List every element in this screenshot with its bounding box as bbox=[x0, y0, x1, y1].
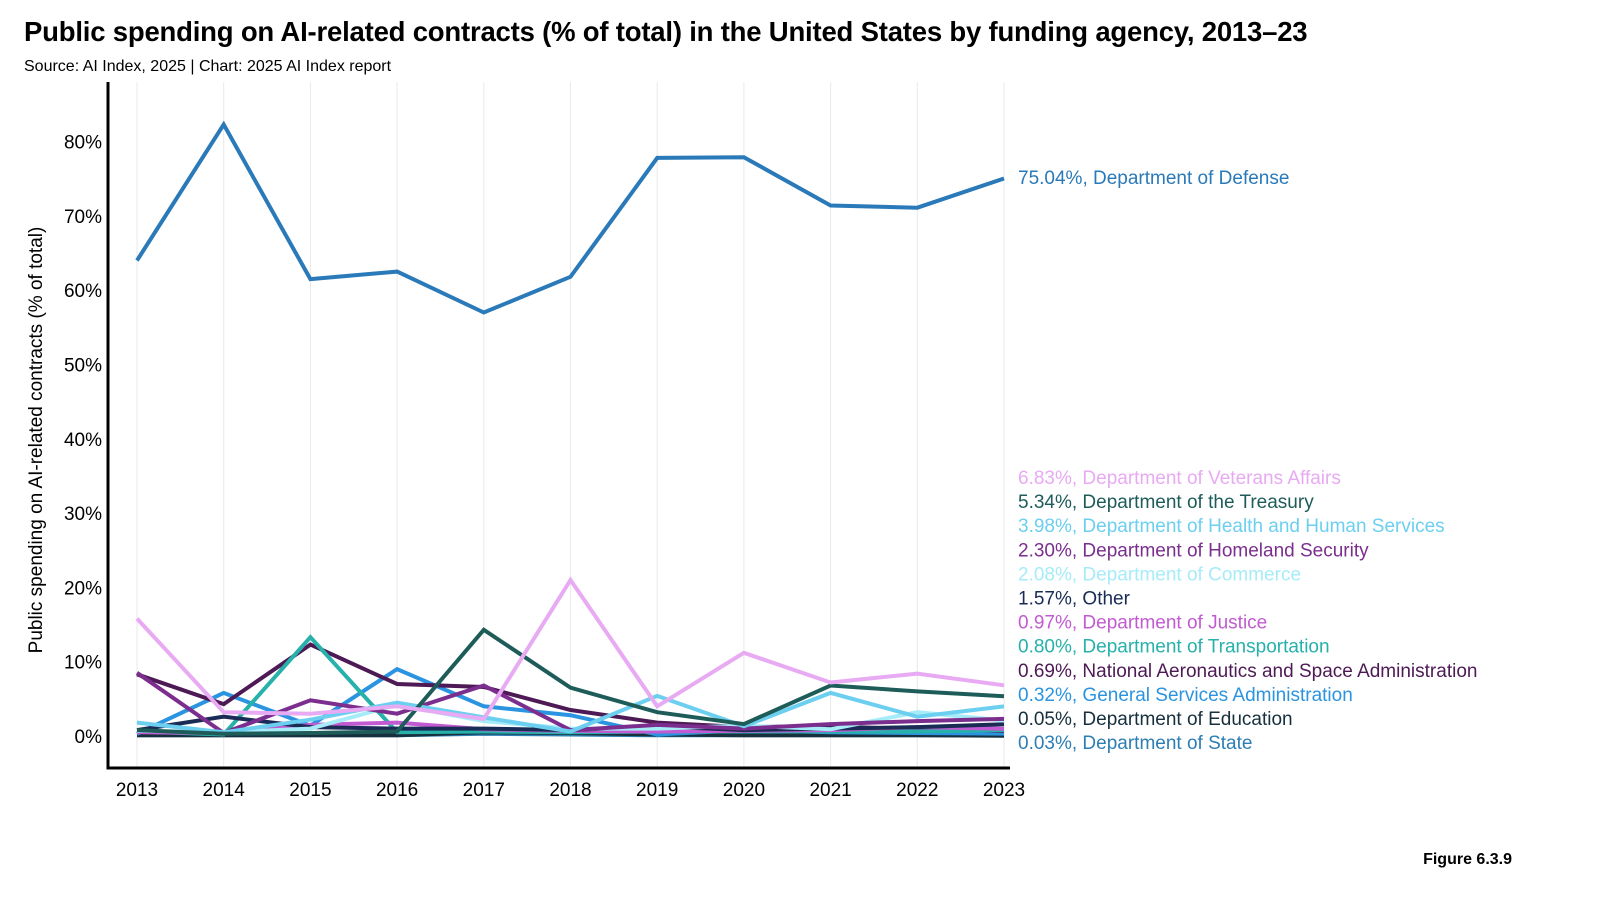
x-tick-label: 2017 bbox=[463, 780, 505, 801]
figure-label: Figure 6.3.9 bbox=[1423, 851, 1512, 868]
series-end-labels: 75.04%, Department of Defense 6.83%, Depa… bbox=[1018, 168, 1477, 754]
series-line-department-of-defense bbox=[135, 120, 1005, 315]
chart-title: Public spending on AI-related contracts … bbox=[24, 16, 1308, 47]
y-tick-label: 20% bbox=[64, 578, 102, 599]
end-label-national-aeronautics-and-space-administration: 0.69%, National Aeronautics and Space Ad… bbox=[1018, 661, 1477, 682]
end-label-department-of-veterans-affairs: 6.83%, Department of Veterans Affairs bbox=[1018, 468, 1341, 489]
end-label-general-services-administration: 0.32%, General Services Administration bbox=[1018, 685, 1353, 706]
x-tick-labels: 2013 2014 2015 2016 2017 2018 2019 2020 2021 2022… bbox=[116, 780, 1025, 801]
end-label-department-of-state: 0.03%, Department of State bbox=[1018, 733, 1252, 754]
x-tick-label: 2016 bbox=[376, 780, 418, 801]
x-tick-label: 2019 bbox=[636, 780, 678, 801]
y-tick-label: 50% bbox=[64, 356, 102, 377]
axes bbox=[106, 82, 1010, 770]
y-tick-label: 80% bbox=[64, 133, 102, 154]
end-label-department-of-transportation: 0.80%, Department of Transportation bbox=[1018, 637, 1330, 658]
end-label-department-of-justice: 0.97%, Department of Justice bbox=[1018, 613, 1267, 634]
x-tick-label: 2022 bbox=[896, 780, 938, 801]
y-tick-label: 70% bbox=[64, 207, 102, 228]
y-tick-label: 30% bbox=[64, 504, 102, 525]
chart-source: Source: AI Index, 2025 | Chart: 2025 AI … bbox=[24, 58, 392, 75]
end-label-department-of-education: 0.05%, Department of Education bbox=[1018, 709, 1293, 730]
y-tick-label: 0% bbox=[75, 727, 103, 748]
x-tick-label: 2021 bbox=[809, 780, 851, 801]
x-tick-label: 2018 bbox=[549, 780, 591, 801]
series-line-department-of-the-treasury bbox=[136, 627, 1005, 736]
series-lines bbox=[135, 120, 1005, 738]
y-tick-label: 60% bbox=[64, 281, 102, 302]
x-tick-label: 2020 bbox=[723, 780, 765, 801]
y-axis-label: Public spending on AI-related contracts … bbox=[26, 227, 47, 654]
x-tick-label: 2013 bbox=[116, 780, 158, 801]
y-tick-label: 10% bbox=[64, 653, 102, 674]
x-tick-label: 2023 bbox=[983, 780, 1025, 801]
end-label-department-of-defense: 75.04%, Department of Defense bbox=[1018, 168, 1289, 189]
vertical-gridlines bbox=[136, 82, 1005, 768]
x-tick-label: 2015 bbox=[289, 780, 331, 801]
end-label-department-of-the-treasury: 5.34%, Department of the Treasury bbox=[1018, 492, 1314, 513]
series-line-department-of-health-and-human-services bbox=[136, 690, 1005, 735]
end-label-other: 1.57%, Other bbox=[1018, 589, 1131, 610]
series-line-department-of-veterans-affairs bbox=[135, 576, 1005, 722]
end-label-department-of-health-and-human-services: 3.98%, Department of Health and Human Se… bbox=[1018, 516, 1445, 537]
end-label-department-of-homeland-security: 2.30%, Department of Homeland Security bbox=[1018, 540, 1369, 561]
y-tick-labels: 0% 10% 20% 30% 40% 50% 60% 70% 80% bbox=[64, 133, 102, 748]
x-tick-label: 2014 bbox=[203, 780, 246, 801]
y-tick-label: 40% bbox=[64, 430, 102, 451]
end-label-department-of-commerce: 2.08%, Department of Commerce bbox=[1018, 564, 1301, 585]
